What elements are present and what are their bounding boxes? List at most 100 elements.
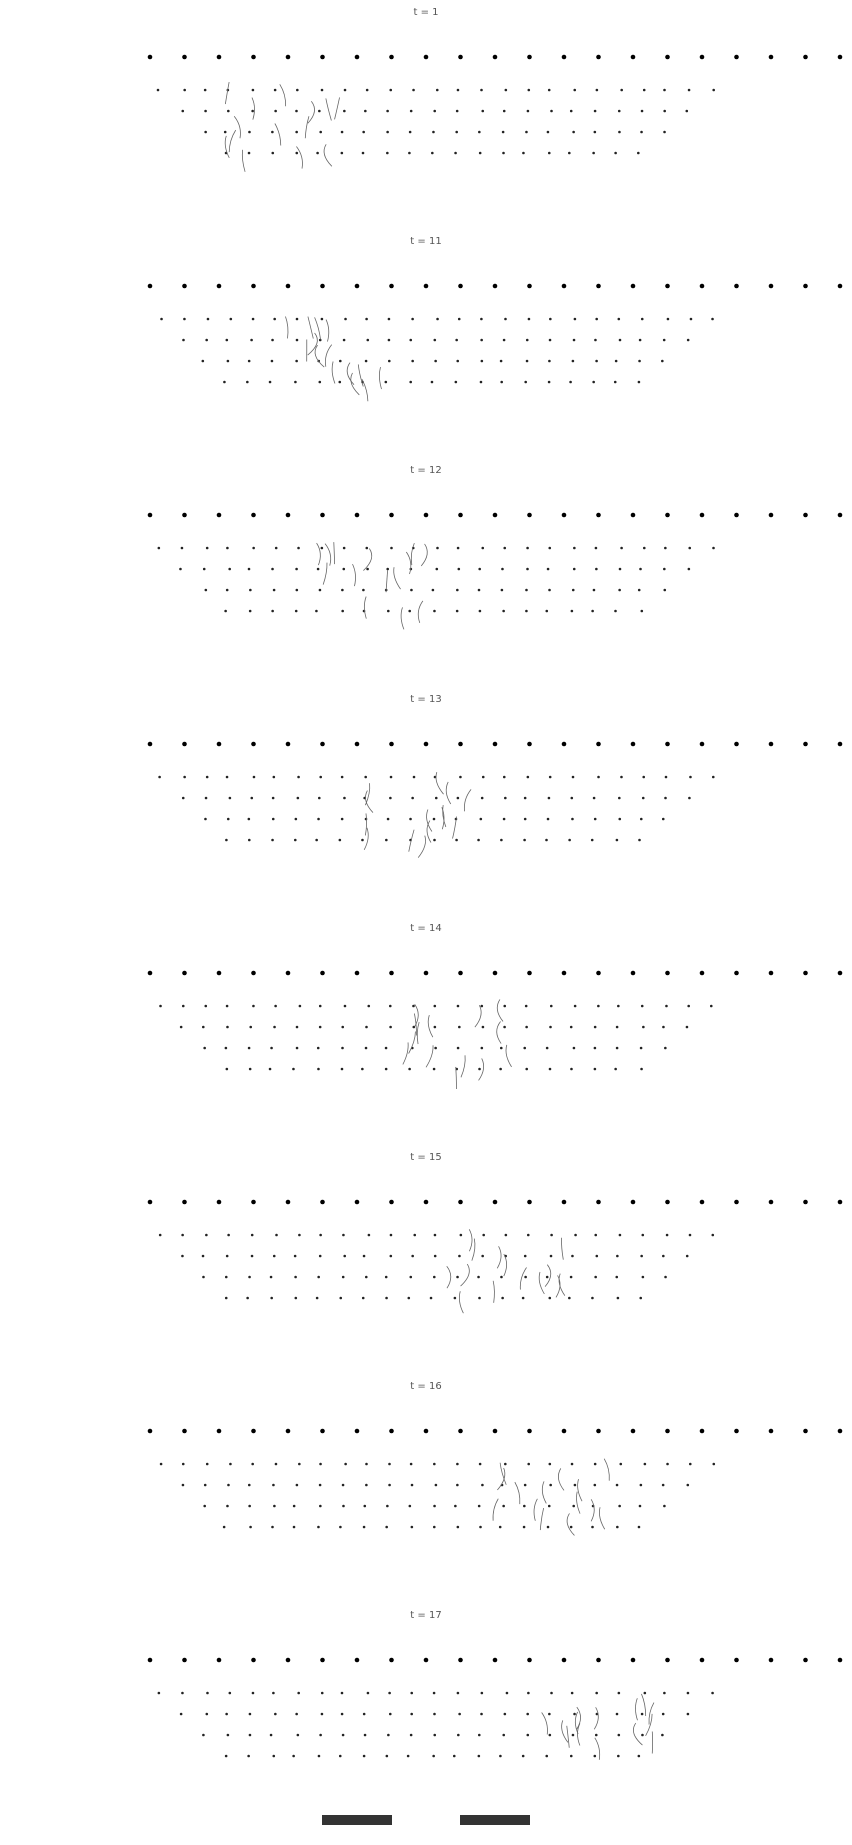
measure-point <box>642 776 645 779</box>
measure-point <box>595 568 598 571</box>
measure-point <box>319 1234 322 1237</box>
measure-point <box>407 1297 410 1300</box>
measure-point <box>478 589 481 592</box>
measure-point <box>664 797 667 800</box>
measure-point <box>339 839 342 842</box>
measure-point <box>591 1297 594 1300</box>
electrode <box>217 55 222 60</box>
measure-point <box>270 1297 273 1300</box>
measure-point <box>296 1047 299 1050</box>
measure-point <box>618 1734 621 1737</box>
measure-point <box>644 1463 647 1466</box>
measure-point <box>342 1276 345 1279</box>
measure-point <box>433 1713 436 1716</box>
measure-point <box>253 776 256 779</box>
measure-point <box>388 318 391 321</box>
measure-point <box>411 360 414 363</box>
measure-point <box>614 610 617 613</box>
measure-point <box>639 568 642 571</box>
measure-point <box>595 1734 598 1737</box>
measure-point <box>317 568 320 571</box>
contour <box>428 1015 433 1037</box>
measure-point <box>410 110 413 113</box>
measure-point <box>614 1068 617 1071</box>
measure-point <box>546 1047 549 1050</box>
contour <box>415 1004 419 1026</box>
electrode <box>251 284 256 289</box>
measure-point <box>617 1755 620 1758</box>
measure-point <box>527 1234 530 1237</box>
contour <box>326 320 329 342</box>
measure-point <box>433 1005 436 1008</box>
measure-point <box>361 1068 364 1071</box>
measure-point <box>688 797 691 800</box>
electrode <box>803 742 808 747</box>
measure-point <box>549 776 552 779</box>
measure-point <box>640 1484 643 1487</box>
measure-point <box>273 1255 276 1258</box>
measure-point <box>299 1005 302 1008</box>
measure-point <box>712 89 715 92</box>
measure-point <box>665 776 668 779</box>
measure-point <box>663 131 666 134</box>
contour <box>446 782 451 804</box>
measure-point <box>661 1734 664 1737</box>
measure-point <box>248 1047 251 1050</box>
electrode <box>838 1658 843 1663</box>
measure-point <box>181 110 184 113</box>
measure-point <box>248 360 251 363</box>
contour <box>520 1268 526 1290</box>
measure-point <box>293 1526 296 1529</box>
measure-point <box>226 1255 229 1258</box>
measure-point <box>548 589 551 592</box>
panel: t = 12 <box>148 465 843 629</box>
measure-point <box>547 131 550 134</box>
measure-point <box>272 797 275 800</box>
electrode <box>424 1200 429 1205</box>
measure-point <box>457 1047 460 1050</box>
measure-point <box>640 1047 643 1050</box>
measure-point <box>436 547 439 550</box>
electrode <box>320 284 325 289</box>
measure-point <box>341 818 344 821</box>
contour <box>411 543 414 565</box>
measure-point <box>342 568 345 571</box>
contour <box>515 1482 520 1504</box>
electrode <box>355 1658 360 1663</box>
measure-point <box>227 1484 230 1487</box>
measure-point <box>271 339 274 342</box>
measure-point <box>712 1463 715 1466</box>
measure-point <box>181 547 184 550</box>
measure-point <box>478 568 481 571</box>
electrode <box>803 971 808 976</box>
measure-point <box>321 89 324 92</box>
measure-point <box>343 339 346 342</box>
measure-point <box>506 1692 509 1695</box>
measure-point <box>410 1463 413 1466</box>
measure-point <box>205 589 208 592</box>
electrode <box>838 1429 843 1434</box>
electrode <box>562 1200 567 1205</box>
measure-point <box>226 1026 229 1029</box>
measure-point <box>481 797 484 800</box>
measure-point <box>480 1713 483 1716</box>
electrode <box>182 971 187 976</box>
measure-point <box>297 1692 300 1695</box>
measure-point <box>594 1484 597 1487</box>
measure-point <box>525 1005 528 1008</box>
electrode <box>182 513 187 518</box>
measure-point <box>433 818 436 821</box>
measure-point <box>270 1276 273 1279</box>
measure-point <box>482 1026 485 1029</box>
measure-point <box>295 1297 298 1300</box>
contour <box>539 1272 544 1294</box>
measure-point <box>688 568 691 571</box>
measure-point <box>249 589 252 592</box>
electrode <box>458 971 463 976</box>
panel-title: t = 14 <box>410 923 441 934</box>
measure-point <box>183 89 186 92</box>
contour <box>332 362 335 384</box>
measure-point <box>385 1276 388 1279</box>
measure-point <box>570 1755 573 1758</box>
contour <box>323 563 327 585</box>
